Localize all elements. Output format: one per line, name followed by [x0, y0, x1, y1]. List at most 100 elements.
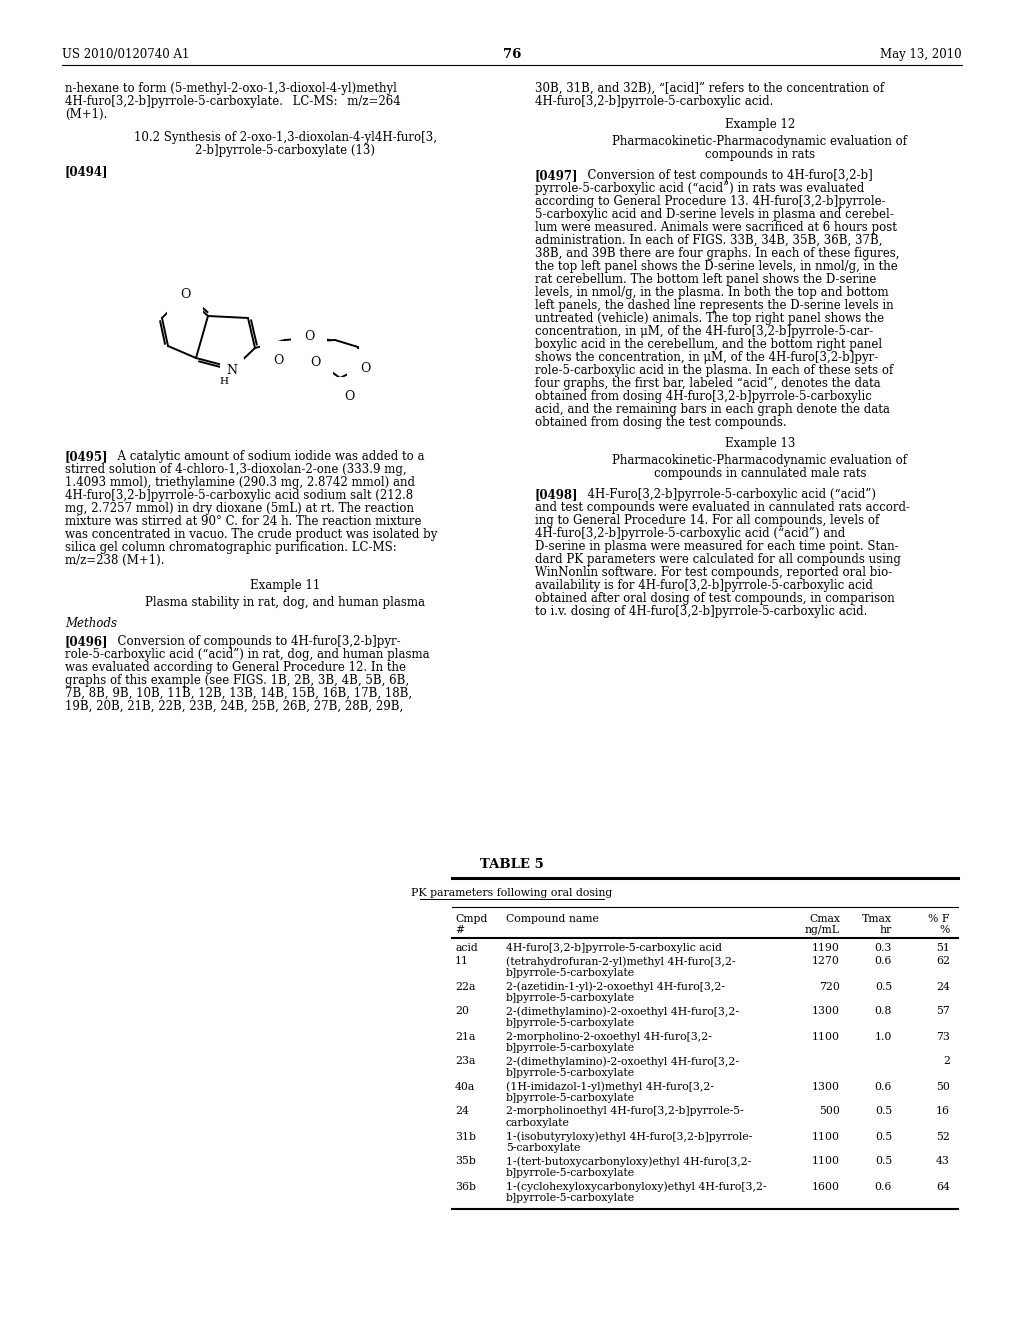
Text: O: O: [344, 389, 354, 403]
Text: obtained from dosing 4H-furo[3,2-b]pyrrole-5-carboxylic: obtained from dosing 4H-furo[3,2-b]pyrro…: [535, 389, 871, 403]
Text: 5-carboxylate: 5-carboxylate: [506, 1143, 581, 1152]
Text: acid: acid: [455, 942, 478, 953]
Text: 11: 11: [455, 957, 469, 966]
Text: [0496]: [0496]: [65, 635, 109, 648]
Text: acid, and the remaining bars in each graph denote the data: acid, and the remaining bars in each gra…: [535, 403, 890, 416]
Text: O: O: [272, 354, 284, 367]
Text: 1-(tert-butoxycarbonyloxy)ethyl 4H-furo[3,2-: 1-(tert-butoxycarbonyloxy)ethyl 4H-furo[…: [506, 1156, 752, 1167]
Text: 2: 2: [943, 1056, 950, 1067]
Text: 1100: 1100: [812, 1156, 840, 1167]
Text: 23a: 23a: [455, 1056, 475, 1067]
Text: O: O: [359, 362, 371, 375]
Text: 4H-furo[3,2-b]pyrrole-5-carboxylate.  LC-MS:  m/z=264: 4H-furo[3,2-b]pyrrole-5-carboxylate. LC-…: [65, 95, 400, 108]
Text: (1H-imidazol-1-yl)methyl 4H-furo[3,2-: (1H-imidazol-1-yl)methyl 4H-furo[3,2-: [506, 1081, 714, 1092]
Text: Tmax: Tmax: [862, 913, 892, 924]
Text: 20: 20: [455, 1006, 469, 1016]
Text: 0.5: 0.5: [874, 1131, 892, 1142]
Text: 52: 52: [936, 1131, 950, 1142]
Text: Example 11: Example 11: [250, 579, 321, 591]
Text: Conversion of test compounds to 4H-furo[3,2-b]: Conversion of test compounds to 4H-furo[…: [580, 169, 872, 182]
Text: [0495]: [0495]: [65, 450, 109, 463]
Text: % F: % F: [929, 913, 950, 924]
Text: [0497]: [0497]: [535, 169, 579, 182]
Text: b]pyrrole-5-carboxylate: b]pyrrole-5-carboxylate: [506, 1018, 635, 1028]
Text: 1.0: 1.0: [874, 1031, 892, 1041]
Text: 2-morpholinoethyl 4H-furo[3,2-b]pyrrole-5-: 2-morpholinoethyl 4H-furo[3,2-b]pyrrole-…: [506, 1106, 743, 1117]
Text: 10.2 Synthesis of 2-oxo-1,3-dioxolan-4-yl4H-furo[3,: 10.2 Synthesis of 2-oxo-1,3-dioxolan-4-y…: [133, 131, 436, 144]
Text: (M+1).: (M+1).: [65, 108, 108, 121]
Text: rat cerebellum. The bottom left panel shows the D-serine: rat cerebellum. The bottom left panel sh…: [535, 273, 877, 286]
Text: 0.5: 0.5: [874, 1106, 892, 1117]
Text: 30B, 31B, and 32B), “[acid]” refers to the concentration of: 30B, 31B, and 32B), “[acid]” refers to t…: [535, 82, 884, 95]
Text: was concentrated in vacuo. The crude product was isolated by: was concentrated in vacuo. The crude pro…: [65, 528, 437, 541]
Text: lum were measured. Animals were sacrificed at 6 hours post: lum were measured. Animals were sacrific…: [535, 220, 897, 234]
Text: 0.8: 0.8: [874, 1006, 892, 1016]
Text: 2-(dimethylamino)-2-oxoethyl 4H-furo[3,2-: 2-(dimethylamino)-2-oxoethyl 4H-furo[3,2…: [506, 1056, 739, 1067]
Text: concentration, in μM, of the 4H-furo[3,2-b]pyrrole-5-car-: concentration, in μM, of the 4H-furo[3,2…: [535, 325, 873, 338]
Text: 62: 62: [936, 957, 950, 966]
Text: 50: 50: [936, 1081, 950, 1092]
Text: Pharmacokinetic-Pharmacodynamic evaluation of: Pharmacokinetic-Pharmacodynamic evaluati…: [612, 135, 907, 148]
Text: b]pyrrole-5-carboxylate: b]pyrrole-5-carboxylate: [506, 1193, 635, 1203]
Text: 24: 24: [936, 982, 950, 991]
Text: A catalytic amount of sodium iodide was added to a: A catalytic amount of sodium iodide was …: [110, 450, 425, 463]
Text: Methods: Methods: [65, 616, 117, 630]
Text: 0.6: 0.6: [874, 957, 892, 966]
Text: 4H-Furo[3,2-b]pyrrole-5-carboxylic acid (“acid”): 4H-Furo[3,2-b]pyrrole-5-carboxylic acid …: [580, 488, 876, 502]
Text: hr: hr: [880, 925, 892, 935]
Text: 1600: 1600: [812, 1181, 840, 1192]
Text: 1-(isobutyryloxy)ethyl 4H-furo[3,2-b]pyrrole-: 1-(isobutyryloxy)ethyl 4H-furo[3,2-b]pyr…: [506, 1131, 753, 1142]
Text: ng/mL: ng/mL: [805, 925, 840, 935]
Text: 57: 57: [936, 1006, 950, 1016]
Text: carboxylate: carboxylate: [506, 1118, 570, 1129]
Text: May 13, 2010: May 13, 2010: [881, 48, 962, 61]
Text: administration. In each of FIGS. 33B, 34B, 35B, 36B, 37B,: administration. In each of FIGS. 33B, 34…: [535, 234, 883, 247]
Text: 4H-furo[3,2-b]pyrrole-5-carboxylic acid sodium salt (212.8: 4H-furo[3,2-b]pyrrole-5-carboxylic acid …: [65, 488, 413, 502]
Text: 0.5: 0.5: [874, 982, 892, 991]
Text: 4H-furo[3,2-b]pyrrole-5-carboxylic acid.: 4H-furo[3,2-b]pyrrole-5-carboxylic acid.: [535, 95, 773, 108]
Text: 1270: 1270: [812, 957, 840, 966]
Text: dard PK parameters were calculated for all compounds using: dard PK parameters were calculated for a…: [535, 553, 901, 566]
Text: WinNonlin software. For test compounds, reported oral bio-: WinNonlin software. For test compounds, …: [535, 566, 892, 579]
Text: [0498]: [0498]: [535, 488, 579, 502]
Text: and test compounds were evaluated in cannulated rats accord-: and test compounds were evaluated in can…: [535, 502, 910, 513]
Text: [0494]: [0494]: [65, 165, 109, 178]
Text: role-5-carboxylic acid in the plasma. In each of these sets of: role-5-carboxylic acid in the plasma. In…: [535, 364, 893, 378]
Text: was evaluated according to General Procedure 12. In the: was evaluated according to General Proce…: [65, 661, 406, 675]
Text: 35b: 35b: [455, 1156, 476, 1167]
Text: Cmax: Cmax: [809, 913, 840, 924]
Text: O: O: [310, 356, 321, 370]
Text: untreated (vehicle) animals. The top right panel shows the: untreated (vehicle) animals. The top rig…: [535, 312, 884, 325]
Text: ing to General Procedure 14. For all compounds, levels of: ing to General Procedure 14. For all com…: [535, 513, 880, 527]
Text: n-hexane to form (5-methyl-2-oxo-1,3-dioxol-4-yl)methyl: n-hexane to form (5-methyl-2-oxo-1,3-dio…: [65, 82, 397, 95]
Text: #: #: [455, 925, 464, 935]
Text: 4H-furo[3,2-b]pyrrole-5-carboxylic acid (“acid”) and: 4H-furo[3,2-b]pyrrole-5-carboxylic acid …: [535, 527, 845, 540]
Text: Example 12: Example 12: [725, 117, 795, 131]
Text: graphs of this example (see FIGS. 1B, 2B, 3B, 4B, 5B, 6B,: graphs of this example (see FIGS. 1B, 2B…: [65, 675, 410, 686]
Text: 2-(dimethylamino)-2-oxoethyl 4H-furo[3,2-: 2-(dimethylamino)-2-oxoethyl 4H-furo[3,2…: [506, 1006, 739, 1018]
Text: b]pyrrole-5-carboxylate: b]pyrrole-5-carboxylate: [506, 993, 635, 1003]
Text: b]pyrrole-5-carboxylate: b]pyrrole-5-carboxylate: [506, 1043, 635, 1053]
Text: levels, in nmol/g, in the plasma. In both the top and bottom: levels, in nmol/g, in the plasma. In bot…: [535, 286, 889, 300]
Text: 16: 16: [936, 1106, 950, 1117]
Text: obtained after oral dosing of test compounds, in comparison: obtained after oral dosing of test compo…: [535, 591, 895, 605]
Text: H: H: [219, 378, 228, 387]
Text: role-5-carboxylic acid (“acid”) in rat, dog, and human plasma: role-5-carboxylic acid (“acid”) in rat, …: [65, 648, 430, 661]
Text: pyrrole-5-carboxylic acid (“acid”) in rats was evaluated: pyrrole-5-carboxylic acid (“acid”) in ra…: [535, 182, 864, 195]
Text: mg, 2.7257 mmol) in dry dioxane (5mL) at rt. The reaction: mg, 2.7257 mmol) in dry dioxane (5mL) at…: [65, 502, 414, 515]
Text: 43: 43: [936, 1156, 950, 1167]
Text: 500: 500: [819, 1106, 840, 1117]
Text: (tetrahydrofuran-2-yl)methyl 4H-furo[3,2-: (tetrahydrofuran-2-yl)methyl 4H-furo[3,2…: [506, 957, 735, 968]
Text: b]pyrrole-5-carboxylate: b]pyrrole-5-carboxylate: [506, 1068, 635, 1078]
Text: O: O: [304, 330, 314, 343]
Text: shows the concentration, in μM, of the 4H-furo[3,2-b]pyr-: shows the concentration, in μM, of the 4…: [535, 351, 879, 364]
Text: 4H-furo[3,2-b]pyrrole-5-carboxylic acid: 4H-furo[3,2-b]pyrrole-5-carboxylic acid: [506, 942, 722, 953]
Text: 1.4093 mmol), triethylamine (290.3 mg, 2.8742 mmol) and: 1.4093 mmol), triethylamine (290.3 mg, 2…: [65, 477, 415, 488]
Text: 0.3: 0.3: [874, 942, 892, 953]
Text: obtained from dosing the test compounds.: obtained from dosing the test compounds.: [535, 416, 786, 429]
Text: compounds in rats: compounds in rats: [705, 148, 815, 161]
Text: silica gel column chromatographic purification. LC-MS:: silica gel column chromatographic purifi…: [65, 541, 396, 554]
Text: four graphs, the first bar, labeled “acid”, denotes the data: four graphs, the first bar, labeled “aci…: [535, 378, 881, 389]
Text: 1100: 1100: [812, 1031, 840, 1041]
Text: 0.6: 0.6: [874, 1181, 892, 1192]
